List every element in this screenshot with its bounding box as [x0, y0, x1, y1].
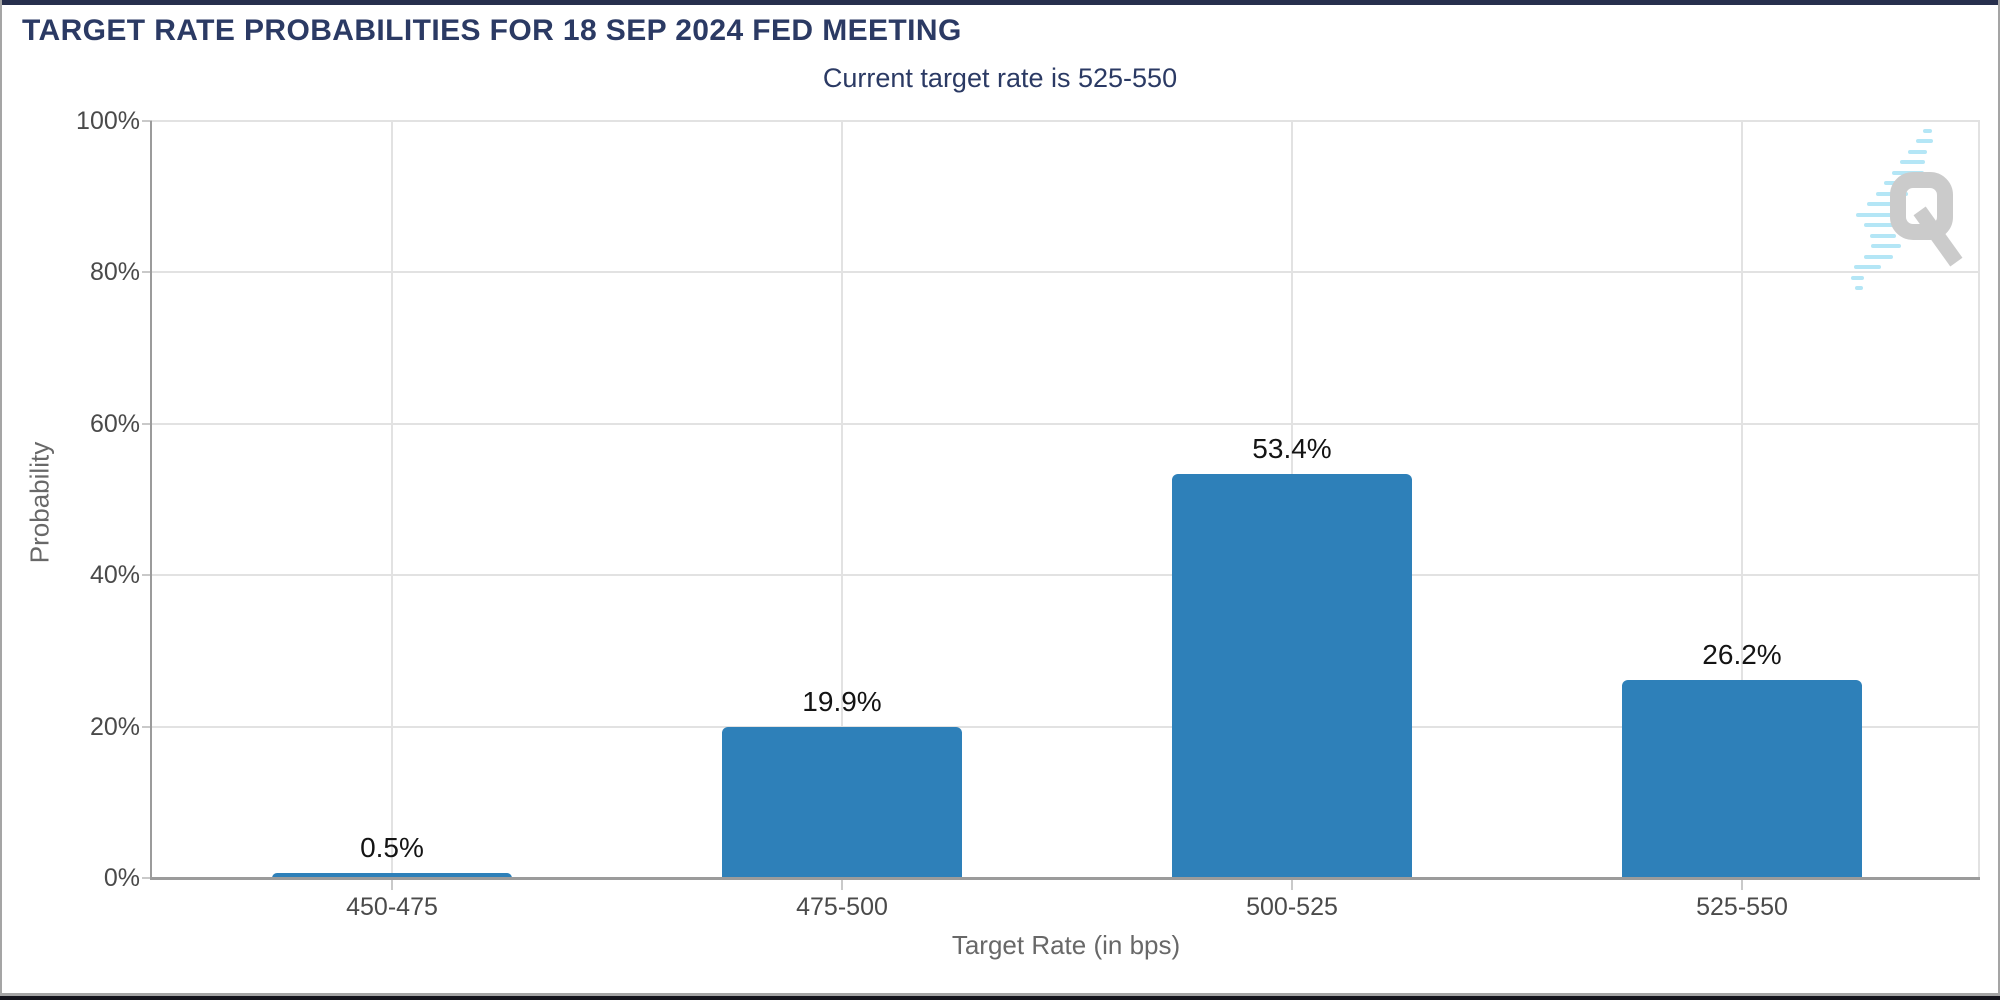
y-gridline [152, 271, 1980, 274]
y-gridline [152, 574, 1980, 577]
y-axis-title: Probability [24, 441, 55, 564]
x-tick-label: 500-525 [1246, 893, 1338, 921]
x-axis-title: Target Rate (in bps) [951, 930, 1181, 960]
x-gridline [841, 121, 843, 878]
bar-value-label: 0.5% [360, 832, 424, 863]
x-gridline [1741, 121, 1743, 878]
y-tick-mark [142, 422, 152, 425]
y-tick-label: 80% [89, 258, 140, 287]
bar-500-525 [1172, 473, 1412, 878]
x-tick-label: 475-500 [796, 893, 888, 921]
y-tick-label: 0% [103, 864, 140, 892]
y-tick-mark [142, 271, 152, 274]
x-tick-mark [391, 878, 393, 890]
bar-value-label: 19.9% [802, 686, 882, 718]
y-tick-mark [142, 725, 152, 728]
plot-right-border [1978, 121, 1980, 878]
bar-525-550 [1622, 679, 1862, 878]
x-tick-label: 525-550 [1696, 893, 1788, 921]
chart-title: TARGET RATE PROBABILITIES FOR 18 SEP 202… [22, 14, 962, 47]
top-border-bar [0, 0, 2000, 5]
y-axis-line [150, 121, 152, 878]
y-gridline [152, 725, 1980, 728]
y-gridline [152, 422, 1980, 425]
bar-value-label: 53.4% [1252, 432, 1332, 464]
x-tick-mark [841, 878, 843, 890]
y-tick-mark [142, 877, 152, 879]
x-tick-label: 450-475 [346, 893, 438, 921]
q-logo-icon [1851, 129, 1963, 290]
bar-475-500 [722, 727, 962, 878]
y-tick-label: 60% [89, 409, 140, 438]
bottom-border-bar [0, 996, 2000, 1000]
chart-subtitle: Current target rate is 525-550 [822, 63, 1178, 93]
y-tick-mark [142, 574, 152, 577]
y-tick-label: 40% [89, 561, 140, 590]
right-border-line [1998, 0, 2000, 1000]
left-border-line [0, 0, 2, 1000]
bar-value-label: 26.2% [1702, 638, 1782, 670]
bottom-border-line [0, 993, 2000, 996]
x-gridline [391, 121, 393, 878]
y-tick-mark [142, 120, 152, 122]
watermark-q-letter [1890, 172, 1963, 267]
x-tick-mark [1741, 878, 1743, 890]
x-axis-line [150, 877, 1980, 880]
x-tick-mark [1291, 878, 1293, 890]
y-gridline [152, 120, 1980, 122]
y-tick-label: 100% [76, 107, 140, 135]
y-tick-label: 20% [89, 712, 140, 741]
bar-450-475 [272, 873, 512, 878]
